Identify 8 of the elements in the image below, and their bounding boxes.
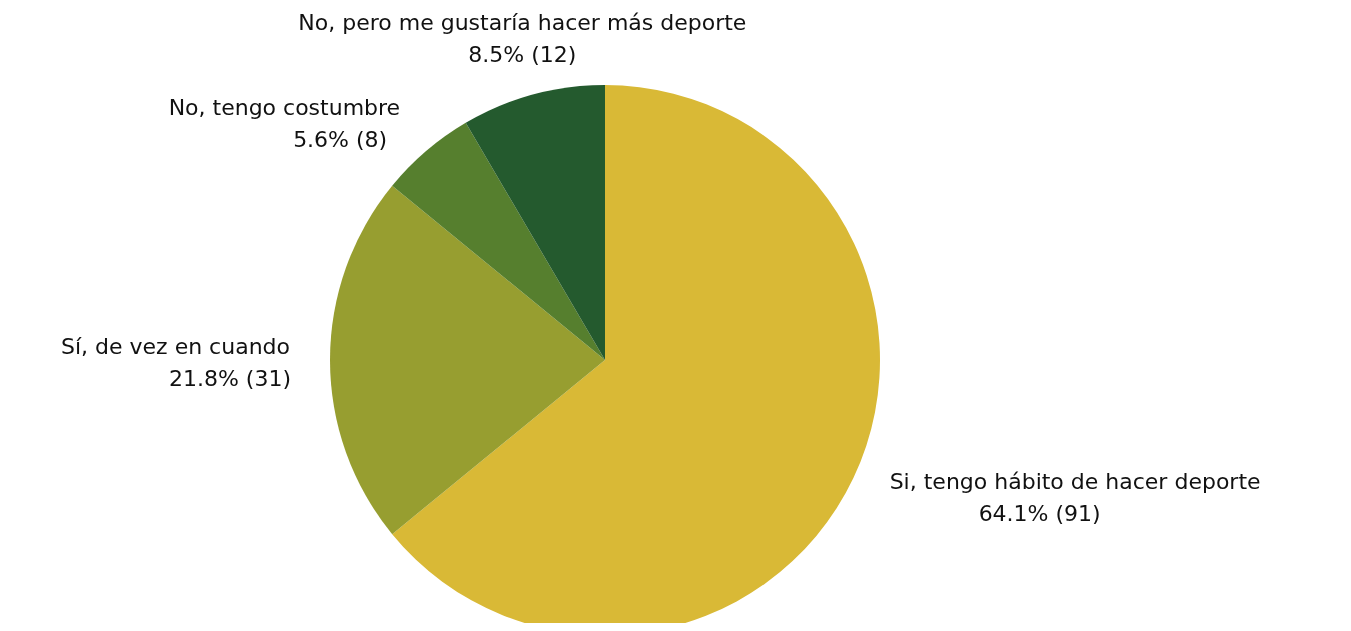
data-label: 21.8% (31) [168,366,292,391]
slice-label: Si, tengo hábito de hacer deporte [889,468,1261,494]
data-label: 8.5% (12) [468,42,577,68]
data-label: 64.1% (91) [978,500,1101,526]
data-label: 5.6% (8) [293,126,388,152]
slice-label: No, pero me gustaría hacer más deporte [298,10,747,36]
slice-label: No, tengo costumbre [168,94,401,120]
slice-label: Sí, de vez en cuando [60,334,290,359]
